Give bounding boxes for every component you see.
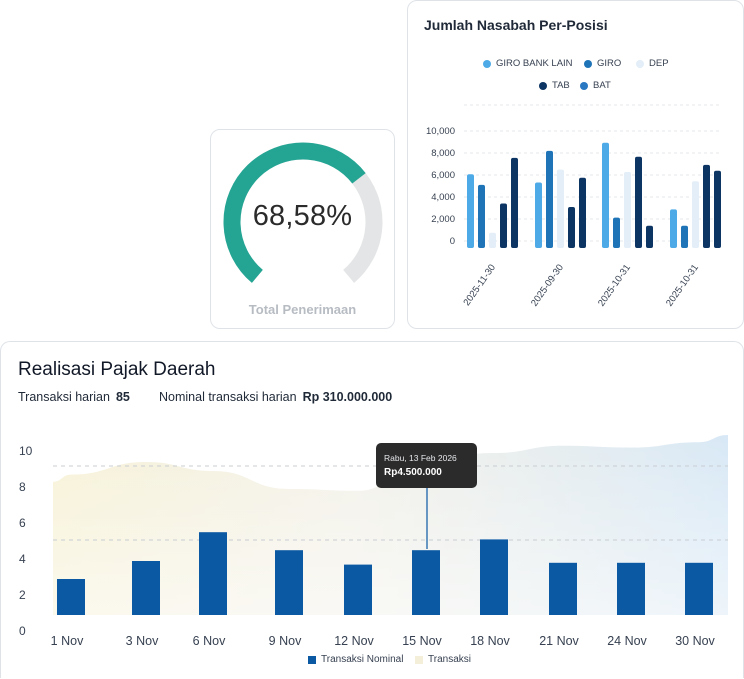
pajak-card: Realisasi Pajak Daerah Transaksi harian 8… [0, 341, 744, 678]
bar[interactable] [557, 169, 564, 248]
bar[interactable] [478, 184, 485, 248]
bar[interactable] [568, 207, 575, 248]
bar[interactable] [613, 217, 620, 248]
bar[interactable] [549, 562, 577, 615]
pajak-chart: 10 8 6 4 2 0 1 Nov 3 Nov 6 Nov 9 Nov 12 Nov 15 Nov 1… [19, 435, 728, 648]
stat-label: Nominal transaksi harian [159, 390, 297, 404]
y-tick-label: 0 [450, 236, 455, 247]
bar[interactable] [546, 150, 553, 248]
nasabah-card: Jumlah Nasabah Per-Posisi GIRO BANK LAIN… [407, 0, 744, 329]
y-tick-label: 6,000 [431, 170, 455, 181]
legend-label: Transaksi Nominal [321, 654, 404, 665]
bar[interactable] [579, 177, 586, 248]
bar[interactable] [624, 171, 631, 248]
bar[interactable] [646, 225, 653, 248]
bar[interactable] [199, 532, 227, 615]
legend-label: GIRO BANK LAIN [496, 58, 573, 69]
nasabah-title: Jumlah Nasabah Per-Posisi [424, 17, 608, 33]
legend-square [415, 655, 423, 664]
legend-label: BAT [593, 80, 611, 91]
bar[interactable] [500, 203, 507, 248]
stat-label: Transaksi harian [18, 390, 110, 404]
legend-giro[interactable]: GIRO [584, 58, 621, 69]
bar[interactable] [275, 550, 303, 615]
x-tick-label: 15 Nov [402, 634, 442, 648]
chart-tooltip: Rabu, 13 Feb 2026 Rp4.500.000 [376, 443, 477, 488]
bar[interactable] [617, 562, 645, 615]
x-tick-label: 12 Nov [334, 634, 374, 648]
bar[interactable] [703, 164, 710, 248]
stat-nominal-harian: Nominal transaksi harian Rp 310.000.000 [159, 390, 392, 404]
x-tick-label: 2025-09-30 [529, 262, 566, 308]
pajak-title: Realisasi Pajak Daerah [18, 359, 216, 380]
bar[interactable] [681, 225, 688, 248]
legend-dot [580, 81, 588, 90]
x-tick-label: 3 Nov [126, 634, 159, 648]
y-tick-label: 8 [19, 480, 26, 494]
bar[interactable] [670, 209, 677, 248]
stat-value: 85 [115, 390, 130, 404]
bar[interactable] [511, 157, 518, 248]
bar[interactable] [344, 564, 372, 615]
y-tick-label: 10 [19, 444, 33, 458]
bar[interactable] [412, 550, 440, 615]
legend-dot [539, 81, 547, 90]
x-tick-label: 30 Nov [675, 634, 715, 648]
y-tick-label: 4 [19, 552, 26, 566]
legend-dot [584, 59, 592, 68]
x-tick-label: 9 Nov [269, 634, 302, 648]
y-tick-label: 8,000 [431, 148, 455, 159]
y-tick-label: 2 [19, 588, 26, 602]
bar[interactable] [489, 232, 496, 248]
legend-tab[interactable]: TAB [539, 80, 570, 91]
bar[interactable] [480, 539, 508, 615]
bar[interactable] [602, 142, 609, 248]
stat-transaksi-harian: Transaksi harian 85 [18, 390, 130, 404]
x-tick-label: 2025-10-31 [664, 262, 701, 308]
bar[interactable] [692, 181, 699, 248]
legend-bat[interactable]: BAT [580, 80, 611, 91]
gauge-label: Total Penerimaan [248, 302, 357, 317]
tooltip-date: Rabu, 13 Feb 2026 [384, 453, 457, 463]
x-tick-label: 2025-10-31 [596, 262, 633, 308]
x-tick-label: 21 Nov [539, 634, 579, 648]
gauge-value: 68,58% [252, 200, 353, 232]
nasabah-chart: 10,000 8,000 6,000 4,000 2,000 0 2025-11-30 202… [426, 104, 721, 309]
gauge-card: 68,58% Total Penerimaan [210, 129, 395, 329]
x-tick-label: 24 Nov [607, 634, 647, 648]
y-tick-label: 6 [19, 516, 26, 530]
y-tick-label: 0 [19, 624, 26, 638]
legend-label: TAB [552, 80, 570, 91]
x-tick-label: 2025-11-30 [461, 262, 497, 308]
legend-label: DEP [649, 58, 669, 69]
bar[interactable] [132, 561, 160, 615]
bar[interactable] [685, 562, 713, 615]
legend-transaksi[interactable]: Transaksi [415, 654, 471, 665]
y-tick-label: 2,000 [431, 214, 455, 225]
legend-square [308, 655, 316, 664]
bar[interactable] [535, 182, 542, 248]
y-tick-label: 4,000 [431, 192, 455, 203]
legend-giro-bank-lain[interactable]: GIRO BANK LAIN [483, 58, 573, 69]
gauge-fill [223, 142, 366, 283]
x-tick-label: 6 Nov [193, 634, 226, 648]
bar[interactable] [57, 579, 85, 615]
bar[interactable] [635, 156, 642, 248]
x-tick-label: 18 Nov [470, 634, 510, 648]
legend-dot [636, 59, 644, 68]
bar[interactable] [467, 174, 474, 248]
stat-value: Rp 310.000.000 [302, 390, 393, 404]
legend-dep[interactable]: DEP [636, 58, 669, 69]
y-tick-label: 10,000 [426, 126, 455, 137]
legend-transaksi-nominal[interactable]: Transaksi Nominal [308, 654, 403, 665]
legend-label: GIRO [597, 58, 622, 69]
gauge-svg [223, 142, 383, 283]
bar[interactable] [714, 170, 721, 248]
legend-dot [483, 59, 491, 68]
legend-label: Transaksi [428, 654, 471, 665]
tooltip-value: Rp4.500.000 [384, 467, 442, 478]
x-tick-label: 1 Nov [51, 634, 84, 648]
